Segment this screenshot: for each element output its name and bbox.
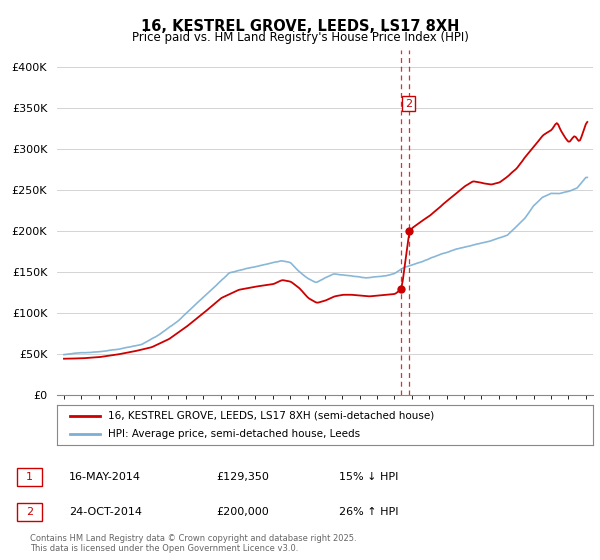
Text: Contains HM Land Registry data © Crown copyright and database right 2025.
This d: Contains HM Land Registry data © Crown c…: [30, 534, 356, 553]
Text: £200,000: £200,000: [216, 507, 269, 517]
Text: 1: 1: [26, 472, 33, 482]
Text: 15% ↓ HPI: 15% ↓ HPI: [339, 472, 398, 482]
Text: 26% ↑ HPI: 26% ↑ HPI: [339, 507, 398, 517]
Text: £129,350: £129,350: [216, 472, 269, 482]
Text: Price paid vs. HM Land Registry's House Price Index (HPI): Price paid vs. HM Land Registry's House …: [131, 31, 469, 44]
Text: 2: 2: [26, 507, 33, 517]
Text: HPI: Average price, semi-detached house, Leeds: HPI: Average price, semi-detached house,…: [108, 429, 360, 439]
Text: 2: 2: [405, 99, 412, 109]
Text: 24-OCT-2014: 24-OCT-2014: [69, 507, 142, 517]
Text: 16-MAY-2014: 16-MAY-2014: [69, 472, 141, 482]
Text: 16, KESTREL GROVE, LEEDS, LS17 8XH (semi-detached house): 16, KESTREL GROVE, LEEDS, LS17 8XH (semi…: [108, 411, 434, 421]
Text: 16, KESTREL GROVE, LEEDS, LS17 8XH: 16, KESTREL GROVE, LEEDS, LS17 8XH: [141, 20, 459, 34]
